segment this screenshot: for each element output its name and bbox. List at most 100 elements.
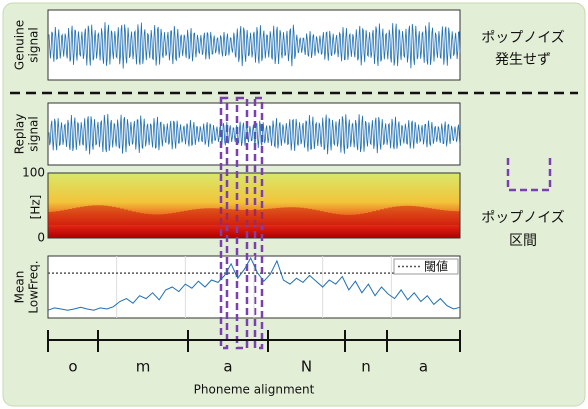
spectrogram-cell xyxy=(268,208,272,225)
spectrogram-cell xyxy=(372,211,376,225)
spectrogram-cell xyxy=(368,212,372,225)
spectrogram-cell xyxy=(136,212,140,225)
spectrogram-cell xyxy=(364,213,368,225)
spectrogram-cell xyxy=(168,213,172,225)
spectrogram-cell xyxy=(340,214,344,225)
spectrogram-cell xyxy=(188,210,192,225)
spectrogram-image xyxy=(47,172,461,239)
y-label: signal xyxy=(27,27,41,63)
spectrogram-cell xyxy=(452,211,456,225)
spectrogram-cell xyxy=(208,208,212,225)
spectrogram-cell xyxy=(384,208,388,225)
spectrogram-cell xyxy=(196,208,200,225)
spectrogram-cell xyxy=(232,209,236,225)
spectrogram-cell xyxy=(316,210,320,225)
spectrogram-cell xyxy=(96,205,100,225)
spectrogram-cell xyxy=(220,208,224,225)
spectrogram-cell xyxy=(128,210,132,225)
spectrogram-cell xyxy=(184,210,188,225)
spectrogram-cell xyxy=(112,206,116,225)
spectrogram-cell xyxy=(440,210,444,225)
spectrogram-cell xyxy=(152,214,156,225)
spectrogram-cell xyxy=(436,209,440,225)
spectrogram-cell xyxy=(276,207,280,225)
spectrogram-cell xyxy=(176,212,180,225)
spectrogram-cell xyxy=(64,209,68,225)
spectrogram-cell xyxy=(320,211,324,225)
spectrogram-cell xyxy=(308,208,312,225)
spectrogram-cell xyxy=(428,208,432,225)
spectrogram-cell xyxy=(180,211,184,225)
phoneme-label: m xyxy=(136,358,151,376)
spectrogram-cell xyxy=(456,211,460,225)
spectrogram-cell xyxy=(200,208,204,225)
spectrogram-cell xyxy=(412,206,416,225)
y-label: signal xyxy=(27,116,41,152)
spectrogram-cell xyxy=(328,212,332,225)
spectrogram-cell xyxy=(144,213,148,225)
spectrogram-cell xyxy=(352,214,356,225)
spectrogram-cell xyxy=(116,207,120,225)
note: 発生せず xyxy=(495,52,551,68)
spectrogram-cell xyxy=(236,209,240,225)
spectrogram-cell xyxy=(84,206,88,225)
spectrogram-cell xyxy=(216,208,220,225)
legend-label: 区間 xyxy=(509,233,537,249)
spectrogram-cell xyxy=(388,207,392,225)
spectrogram-cell xyxy=(156,214,160,225)
spectrogram-cell xyxy=(140,213,144,225)
spectrogram-cell xyxy=(100,205,104,225)
spectrogram-cell xyxy=(396,206,400,225)
spectrogram-cell xyxy=(300,207,304,225)
spectrogram-cell xyxy=(204,208,208,225)
spectrogram-cell xyxy=(404,205,408,225)
x-label: Phoneme alignment xyxy=(194,383,315,397)
y-label: Replay xyxy=(13,114,27,155)
spectrogram-cell xyxy=(448,210,452,225)
spectrogram-cell xyxy=(288,207,292,225)
spectrogram-cell xyxy=(172,212,176,225)
spectrogram-cell xyxy=(392,206,396,225)
spectrogram-cell xyxy=(68,209,72,225)
spectrogram-cell xyxy=(120,208,124,225)
spectrogram-cell xyxy=(324,212,328,225)
spectrogram-cell xyxy=(60,210,64,225)
legend-label: ポップノイズ xyxy=(481,210,565,226)
genuine-frame xyxy=(47,9,461,81)
y-label: [Hz] xyxy=(29,195,43,220)
spectrogram-cell xyxy=(444,210,448,225)
phoneme-label: N xyxy=(301,358,312,376)
legend-box xyxy=(393,258,459,275)
spectrogram-cell xyxy=(52,211,56,225)
spectrogram-cell xyxy=(88,205,92,225)
spectrogram-cell xyxy=(420,206,424,225)
spectrogram-cell xyxy=(272,208,276,225)
spectrogram-cell xyxy=(244,210,248,225)
spectrogram-cell xyxy=(356,214,360,225)
spectrogram-cell xyxy=(76,207,80,225)
spectrogram-cell xyxy=(284,207,288,225)
spectrogram-cell xyxy=(72,208,76,225)
note: ポップノイズ xyxy=(481,30,565,46)
waveform xyxy=(48,113,461,155)
spectrogram-cell xyxy=(264,209,268,225)
spectrogram-cell xyxy=(360,213,364,225)
spectrogram-cell xyxy=(92,205,96,225)
spectrogram-cell xyxy=(292,207,296,225)
spectrogram-cell xyxy=(336,214,340,225)
spectrogram-cell xyxy=(400,205,404,225)
spectrogram-cell xyxy=(312,209,316,225)
legend-symbol xyxy=(506,158,552,192)
y-tick-label: 100 xyxy=(22,166,45,180)
spectrogram-cell xyxy=(416,206,420,225)
spectrogram-cell xyxy=(408,205,412,225)
spectrogram-cell xyxy=(332,213,336,225)
phoneme-label: n xyxy=(361,358,371,376)
spectrogram-cell xyxy=(148,214,152,225)
spectrogram-cell xyxy=(104,205,108,225)
spectrogram-cell xyxy=(304,208,308,225)
spectrogram-cell xyxy=(108,206,112,225)
phoneme-label: a xyxy=(419,358,428,376)
legend-label: 閾値 xyxy=(424,259,448,274)
